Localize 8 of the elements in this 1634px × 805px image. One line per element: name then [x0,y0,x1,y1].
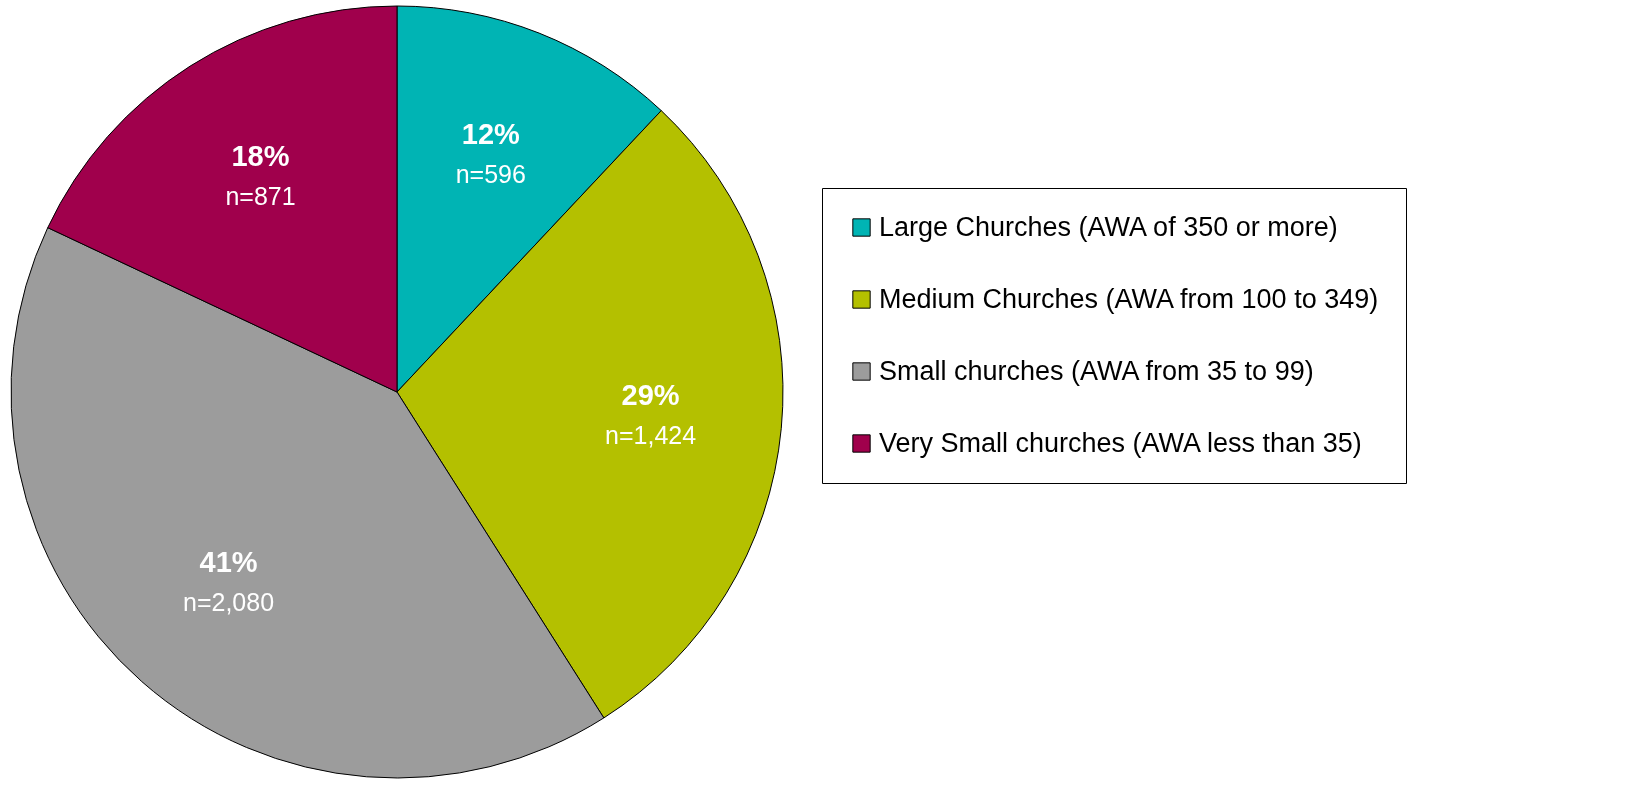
text: 29% n=1,424 [605,378,697,449]
legend-label: Medium Churches (AWA from 100 to 349) [879,283,1379,314]
text: 41% n=2,080 [182,546,275,617]
text: 12% n=596 [455,118,526,189]
legend-label: Very Small churches (AWA less than 35) [879,427,1362,458]
legend-label: Large Churches (AWA of 350 or more) [879,211,1338,242]
legend-label: Small churches (AWA from 35 to 99) [879,355,1314,386]
text: 18% n=871 [225,139,296,210]
